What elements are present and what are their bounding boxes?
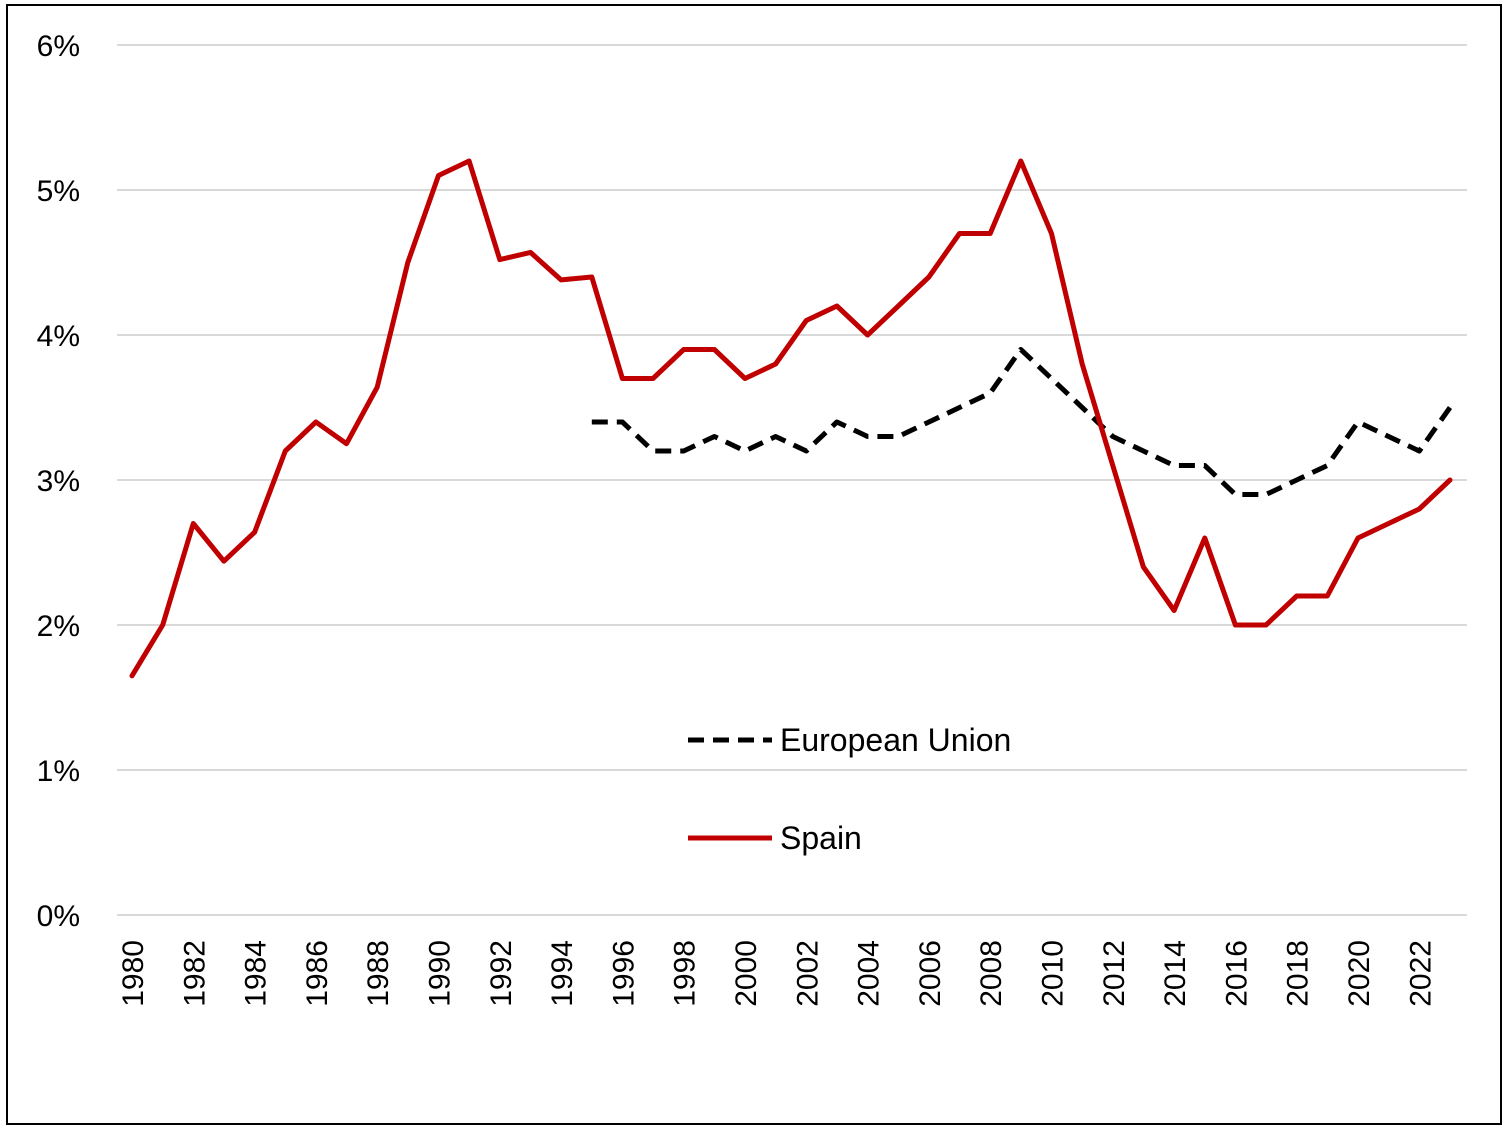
x-tick-label: 2022 (1404, 940, 1437, 1007)
legend-label: Spain (780, 820, 862, 856)
x-tick-label: 2020 (1343, 940, 1376, 1007)
y-tick-label: 6% (37, 30, 80, 63)
x-tick-label: 2012 (1098, 940, 1131, 1007)
x-tick-label: 2014 (1159, 940, 1192, 1007)
x-tick-label: 1980 (117, 940, 150, 1007)
x-tick-label: 2018 (1282, 940, 1315, 1007)
x-tick-label: 2016 (1220, 940, 1253, 1007)
x-tick-label: 2006 (914, 940, 947, 1007)
y-tick-label: 2% (37, 610, 80, 643)
x-tick-label: 2002 (791, 940, 824, 1007)
series-line-spain (129, 158, 1453, 679)
x-tick-label: 1996 (607, 940, 640, 1007)
x-tick-label: 1992 (485, 940, 518, 1007)
y-gridlines (117, 44, 1467, 916)
x-tick-label: 1986 (301, 940, 334, 1007)
x-tick-label: 2000 (730, 940, 763, 1007)
x-tick-label: 1998 (669, 940, 702, 1007)
y-tick-label: 3% (37, 465, 80, 498)
series-line-european-union (591, 347, 1453, 497)
legend-entry: Spain (688, 820, 862, 856)
x-tick-label: 1982 (178, 940, 211, 1007)
x-tick-label: 2008 (975, 940, 1008, 1007)
y-tick-label: 4% (37, 320, 80, 353)
legend-entry: European Union (688, 722, 1011, 758)
y-tick-label: 5% (37, 175, 80, 208)
x-tick-label: 2010 (1037, 940, 1070, 1007)
x-tick-label: 1990 (424, 940, 457, 1007)
x-tick-label: 1994 (546, 940, 579, 1007)
y-tick-label: 0% (37, 900, 80, 933)
legend-label: European Union (780, 722, 1011, 758)
x-tick-label: 2004 (853, 940, 886, 1007)
x-tick-label: 1984 (240, 940, 273, 1007)
y-tick-label: 1% (37, 755, 80, 788)
x-tick-label: 1988 (362, 940, 395, 1007)
